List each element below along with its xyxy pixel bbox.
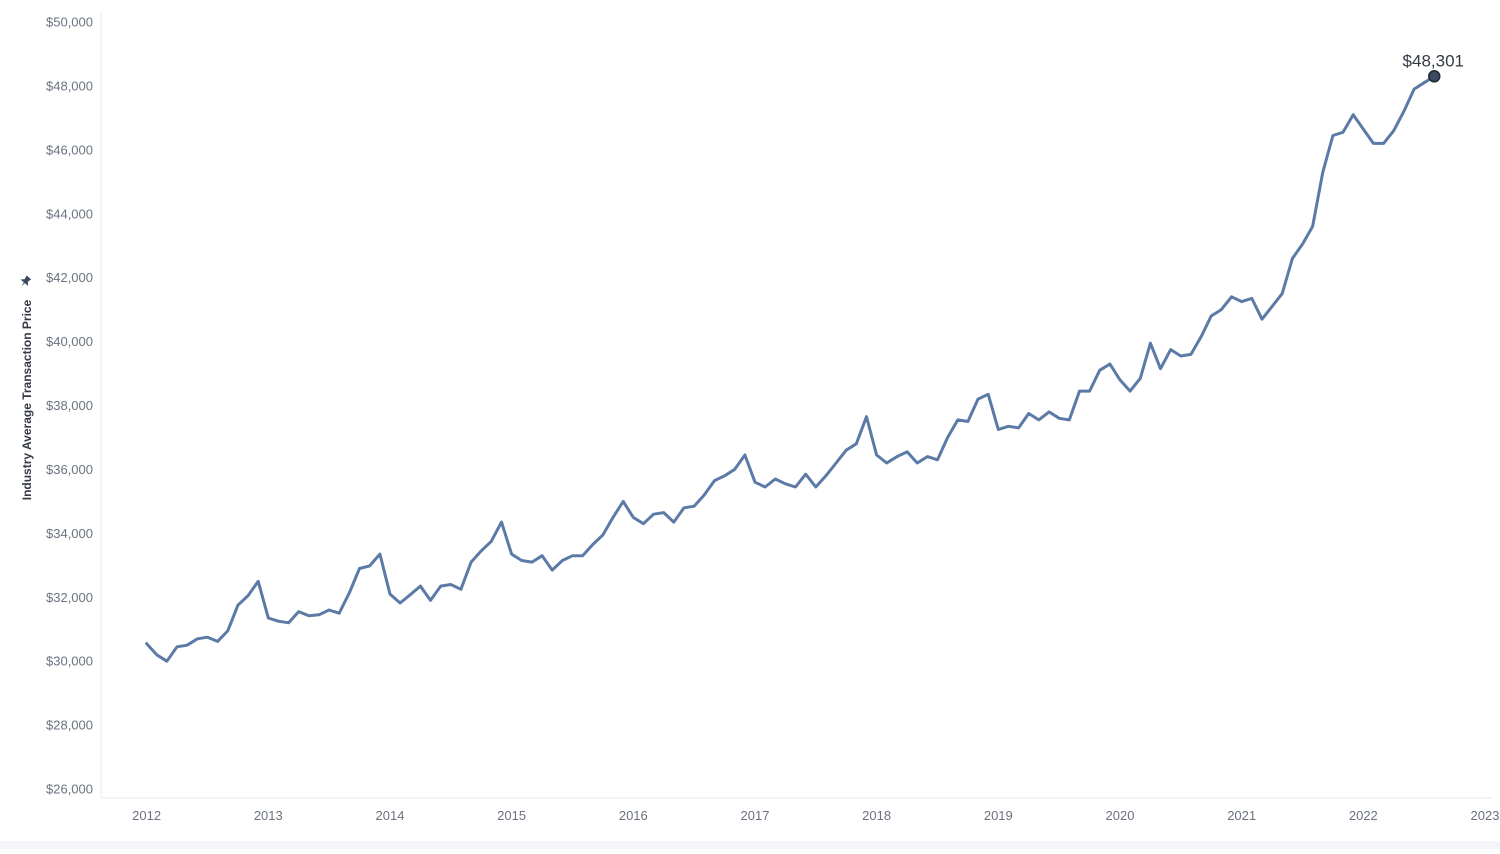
x-tick-label: 2021 <box>1227 808 1256 823</box>
x-tick-label: 2012 <box>132 808 161 823</box>
x-tick-label: 2015 <box>497 808 526 823</box>
y-tick-label: $42,000 <box>46 270 93 285</box>
pin-icon[interactable] <box>18 275 32 289</box>
y-tick-label: $40,000 <box>46 334 93 349</box>
x-tick-label: 2019 <box>984 808 1013 823</box>
x-tick-label: 2016 <box>619 808 648 823</box>
annotation-layer: $48,301 <box>1403 51 1464 83</box>
y-tick-label: $26,000 <box>46 782 93 797</box>
y-tick-label: $50,000 <box>46 15 93 30</box>
x-tick-label: 2020 <box>1106 808 1135 823</box>
x-tick-label: 2023 <box>1471 808 1500 823</box>
x-tick-label: 2017 <box>741 808 770 823</box>
bottom-scroll-strip <box>0 841 1500 849</box>
y-tick-label: $28,000 <box>46 718 93 733</box>
y-tick-label: $30,000 <box>46 654 93 669</box>
y-axis-title: Industry Average Transaction Price <box>20 299 34 501</box>
y-tick-label: $44,000 <box>46 206 93 221</box>
y-tick-label: $34,000 <box>46 526 93 541</box>
x-tick-label: 2013 <box>254 808 283 823</box>
y-tick-label: $36,000 <box>46 462 93 477</box>
x-tick-label: 2018 <box>862 808 891 823</box>
y-tick-label: $46,000 <box>46 142 93 157</box>
series-line <box>145 74 1436 663</box>
x-axis: 2012 2013 2014 2015 2016 2017 2018 2019 2020 2021… <box>101 797 1500 823</box>
last-point-marker <box>1428 70 1441 83</box>
y-tick-label: $48,000 <box>46 78 93 93</box>
y-tick-label: $32,000 <box>46 590 93 605</box>
y-tick-label: $38,000 <box>46 398 93 413</box>
last-value-label: $48,301 <box>1403 51 1464 70</box>
x-tick-label: 2014 <box>376 808 405 823</box>
y-axis: $26,000 $28,000 $30,000 $32,000 $34,000 $36,0… <box>46 12 102 798</box>
series-layer <box>145 74 1436 663</box>
x-tick-label: 2022 <box>1349 808 1378 823</box>
